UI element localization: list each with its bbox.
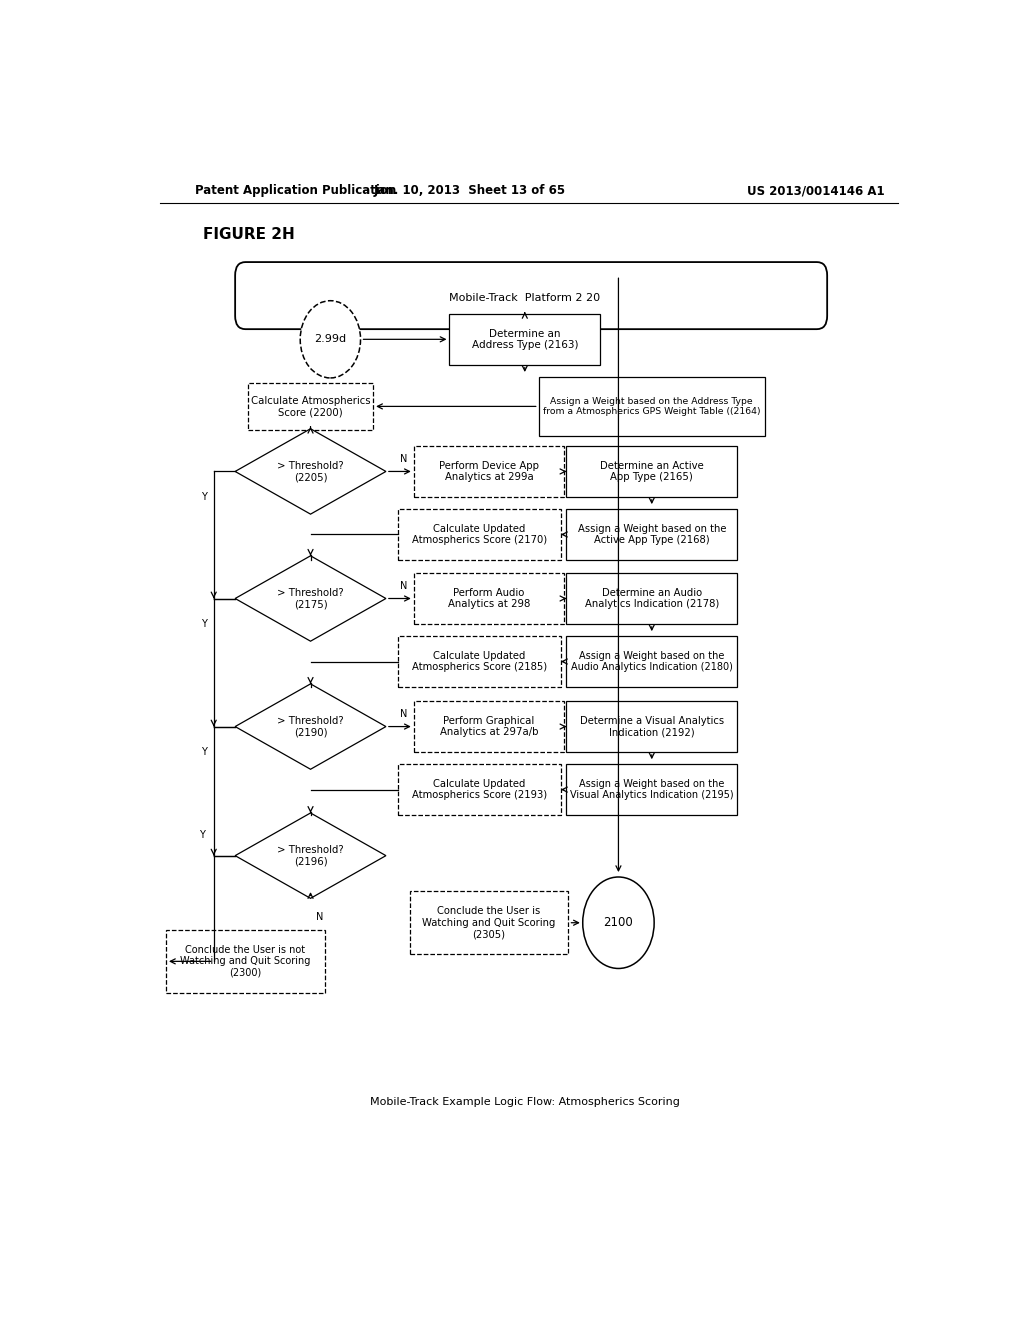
FancyBboxPatch shape	[414, 446, 564, 496]
Text: Y: Y	[202, 492, 207, 502]
Text: Perform Device App
Analytics at 299a: Perform Device App Analytics at 299a	[439, 461, 539, 482]
Polygon shape	[236, 429, 386, 515]
Text: Perform Audio
Analytics at 298: Perform Audio Analytics at 298	[447, 587, 530, 610]
FancyBboxPatch shape	[566, 764, 737, 814]
Text: Calculate Atmospherics
Score (2200): Calculate Atmospherics Score (2200)	[251, 396, 371, 417]
FancyBboxPatch shape	[450, 314, 600, 364]
Text: Mobile-Track Example Logic Flow: Atmospherics Scoring: Mobile-Track Example Logic Flow: Atmosph…	[370, 1097, 680, 1106]
Polygon shape	[236, 684, 386, 770]
Text: > Threshold?
(2190): > Threshold? (2190)	[278, 715, 344, 738]
FancyBboxPatch shape	[566, 510, 737, 560]
Text: 2.99d: 2.99d	[314, 334, 346, 345]
Text: Perform Graphical
Analytics at 297a/b: Perform Graphical Analytics at 297a/b	[440, 715, 539, 738]
Text: > Threshold?
(2175): > Threshold? (2175)	[278, 587, 344, 610]
Text: Jan. 10, 2013  Sheet 13 of 65: Jan. 10, 2013 Sheet 13 of 65	[373, 185, 565, 198]
Text: Y: Y	[199, 830, 205, 841]
FancyBboxPatch shape	[566, 701, 737, 752]
Text: Mobile-Track  Platform 2 20: Mobile-Track Platform 2 20	[450, 293, 600, 302]
Text: Determine an
Address Type (2163): Determine an Address Type (2163)	[471, 329, 579, 350]
Text: Calculate Updated
Atmospherics Score (2185): Calculate Updated Atmospherics Score (21…	[412, 651, 547, 672]
Text: 2100: 2100	[603, 916, 633, 929]
Text: Conclude the User is
Watching and Quit Scoring
(2305): Conclude the User is Watching and Quit S…	[423, 906, 556, 940]
Text: > Threshold?
(2205): > Threshold? (2205)	[278, 461, 344, 482]
Text: Y: Y	[202, 747, 207, 756]
Text: Assign a Weight based on the Address Type
from a Atmospherics GPS Weight Table (: Assign a Weight based on the Address Typ…	[543, 397, 761, 416]
FancyBboxPatch shape	[414, 701, 564, 752]
Text: Determine a Visual Analytics
Indication (2192): Determine a Visual Analytics Indication …	[580, 715, 724, 738]
FancyBboxPatch shape	[566, 636, 737, 686]
Text: Calculate Updated
Atmospherics Score (2193): Calculate Updated Atmospherics Score (21…	[412, 779, 547, 800]
Text: US 2013/0014146 A1: US 2013/0014146 A1	[748, 185, 885, 198]
Circle shape	[300, 301, 360, 378]
Text: Assign a Weight based on the
Audio Analytics Indication (2180): Assign a Weight based on the Audio Analy…	[570, 651, 733, 672]
Text: Calculate Updated
Atmospherics Score (2170): Calculate Updated Atmospherics Score (21…	[412, 524, 547, 545]
Text: Assign a Weight based on the
Active App Type (2168): Assign a Weight based on the Active App …	[578, 524, 726, 545]
Text: Patent Application Publication: Patent Application Publication	[196, 185, 396, 198]
FancyBboxPatch shape	[410, 891, 568, 954]
Text: N: N	[399, 454, 408, 465]
FancyBboxPatch shape	[398, 764, 561, 814]
FancyBboxPatch shape	[539, 378, 765, 436]
Text: Assign a Weight based on the
Visual Analytics Indication (2195): Assign a Weight based on the Visual Anal…	[570, 779, 733, 800]
FancyBboxPatch shape	[414, 573, 564, 624]
Circle shape	[583, 876, 654, 969]
Text: N: N	[399, 709, 408, 719]
Text: Determine an Active
App Type (2165): Determine an Active App Type (2165)	[600, 461, 703, 482]
Text: N: N	[316, 912, 324, 921]
Polygon shape	[236, 556, 386, 642]
FancyBboxPatch shape	[566, 446, 737, 496]
FancyBboxPatch shape	[166, 929, 325, 993]
Text: Conclude the User is not
Watching and Quit Scoring
(2300): Conclude the User is not Watching and Qu…	[180, 945, 310, 978]
FancyBboxPatch shape	[398, 636, 561, 686]
Text: FIGURE 2H: FIGURE 2H	[204, 227, 295, 242]
Text: N: N	[399, 581, 408, 591]
FancyBboxPatch shape	[248, 383, 373, 430]
FancyBboxPatch shape	[398, 510, 561, 560]
Polygon shape	[236, 813, 386, 899]
Text: Y: Y	[202, 619, 207, 628]
Text: > Threshold?
(2196): > Threshold? (2196)	[278, 845, 344, 866]
Text: Determine an Audio
Analytics Indication (2178): Determine an Audio Analytics Indication …	[585, 587, 719, 610]
FancyBboxPatch shape	[566, 573, 737, 624]
